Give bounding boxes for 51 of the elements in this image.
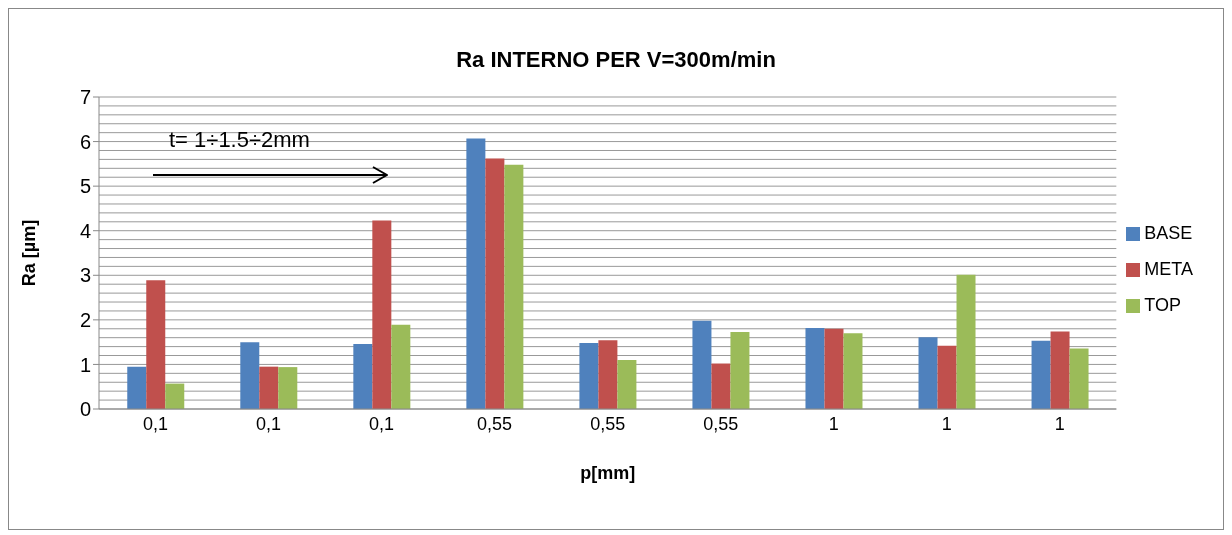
bar xyxy=(956,274,976,409)
y-tick-label: 4 xyxy=(79,219,91,242)
bar xyxy=(466,138,486,409)
bar xyxy=(805,327,825,409)
chart-title: Ra INTERNO PER V=300m/min xyxy=(455,47,777,73)
x-tick-label: 0,1 xyxy=(369,413,395,434)
bar xyxy=(485,158,505,409)
bar xyxy=(730,331,750,409)
x-tick-label: 1 xyxy=(1054,413,1065,434)
bar xyxy=(240,342,260,409)
bar xyxy=(937,345,957,409)
bar xyxy=(127,366,147,409)
x-tick-label: 1 xyxy=(828,413,839,434)
bar xyxy=(918,337,938,409)
x-tick-label: 0,1 xyxy=(256,413,282,434)
y-tick-label: 0 xyxy=(79,398,91,421)
bar xyxy=(711,363,731,409)
bar xyxy=(504,164,524,409)
y-tick-label: 5 xyxy=(79,175,91,198)
bar xyxy=(579,343,599,409)
bar xyxy=(843,333,863,409)
x-tick-label: 0,55 xyxy=(477,413,513,434)
y-tick-label: 1 xyxy=(79,353,91,376)
bar xyxy=(1031,340,1051,409)
bar xyxy=(165,383,185,409)
y-axis-title: Ra [µm] xyxy=(19,219,40,287)
bar xyxy=(1069,348,1089,409)
legend-label: TOP xyxy=(1144,295,1182,315)
x-tick-label: 0,55 xyxy=(703,413,739,434)
bar xyxy=(598,340,618,409)
x-tick-label: 0,1 xyxy=(143,413,169,434)
bar xyxy=(692,320,712,409)
bar xyxy=(1050,331,1070,409)
x-tick-label: 0,55 xyxy=(590,413,626,434)
legend-label: META xyxy=(1144,259,1193,279)
bar xyxy=(372,220,392,409)
bar xyxy=(353,343,373,409)
bar xyxy=(278,367,298,409)
y-tick-label: 6 xyxy=(79,130,91,153)
bar xyxy=(146,280,166,409)
x-axis-title: p[mm] xyxy=(580,463,636,483)
x-tick-label: 1 xyxy=(941,413,952,434)
bar xyxy=(617,359,637,409)
bar xyxy=(824,328,844,409)
annotation: t= 1÷1.5÷2mm xyxy=(169,126,310,153)
y-tick-label: 3 xyxy=(79,264,91,287)
y-tick-label: 7 xyxy=(79,86,91,109)
bar xyxy=(259,366,279,409)
bar xyxy=(391,324,411,409)
y-tick-label: 2 xyxy=(79,308,91,331)
legend-label: BASE xyxy=(1144,223,1193,243)
